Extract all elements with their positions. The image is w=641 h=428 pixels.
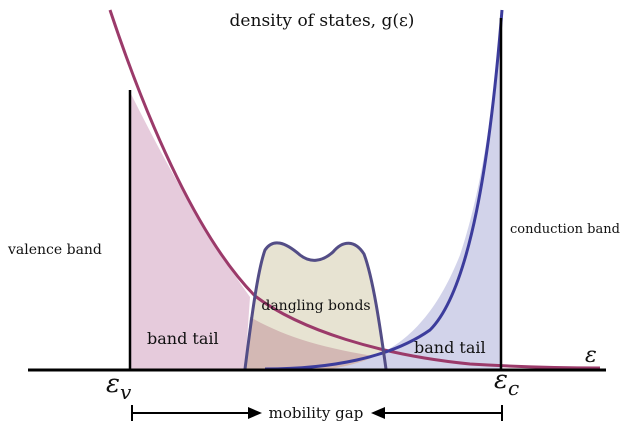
valence-band-tail-fill <box>130 92 250 369</box>
conduction-edge-symbol: ε <box>494 365 508 395</box>
valence-edge-label: εv <box>106 369 132 404</box>
conduction-band-curve <box>264 9 504 371</box>
band-tail-right-label: band tail <box>414 338 486 357</box>
mobility-gap-arrowhead-left <box>248 407 262 419</box>
valence-dangling-overlap-fill <box>245 317 386 369</box>
conduction-edge-label: εc <box>494 365 519 400</box>
valence-edge-symbol: ε <box>106 369 120 399</box>
mobility-gap-label: mobility gap <box>269 404 364 422</box>
conduction-edge-subscript: c <box>508 376 519 400</box>
diagram-title: density of states, g(ε) <box>230 11 415 31</box>
conduction-band-label: conduction band <box>510 222 620 237</box>
dangling-bonds-label: dangling bonds <box>261 298 370 314</box>
valence-edge-subscript: v <box>120 380 132 404</box>
band-tail-left-label: band tail <box>147 329 219 348</box>
valence-band-curve <box>108 9 601 370</box>
valence-band-label: valence band <box>7 242 102 258</box>
energy-axis-label: ε <box>585 343 597 368</box>
mobility-gap-arrowhead-right <box>371 407 385 419</box>
dangling-bonds-curve <box>243 241 388 370</box>
